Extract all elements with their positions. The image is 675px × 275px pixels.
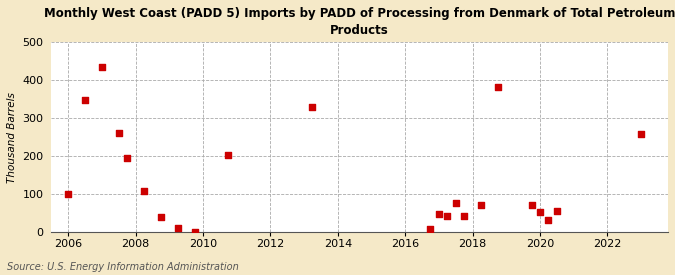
- Text: Source: U.S. Energy Information Administration: Source: U.S. Energy Information Administ…: [7, 262, 238, 272]
- Point: [80, 98, 90, 102]
- Point: [223, 153, 234, 157]
- Point: [551, 209, 562, 213]
- Point: [459, 214, 470, 218]
- Point: [122, 156, 132, 160]
- Point: [97, 65, 107, 69]
- Point: [425, 227, 436, 231]
- Point: [526, 203, 537, 208]
- Point: [543, 218, 554, 222]
- Point: [138, 189, 149, 194]
- Point: [63, 192, 74, 196]
- Point: [442, 214, 453, 219]
- Point: [113, 130, 124, 135]
- Point: [189, 230, 200, 234]
- Point: [307, 104, 318, 109]
- Point: [476, 203, 487, 208]
- Point: [535, 210, 545, 214]
- Point: [636, 132, 647, 137]
- Point: [450, 201, 461, 206]
- Title: Monthly West Coast (PADD 5) Imports by PADD of Processing from Denmark of Total : Monthly West Coast (PADD 5) Imports by P…: [44, 7, 675, 37]
- Point: [155, 214, 166, 219]
- Y-axis label: Thousand Barrels: Thousand Barrels: [7, 92, 17, 183]
- Point: [172, 226, 183, 230]
- Point: [433, 212, 444, 216]
- Point: [493, 84, 504, 89]
